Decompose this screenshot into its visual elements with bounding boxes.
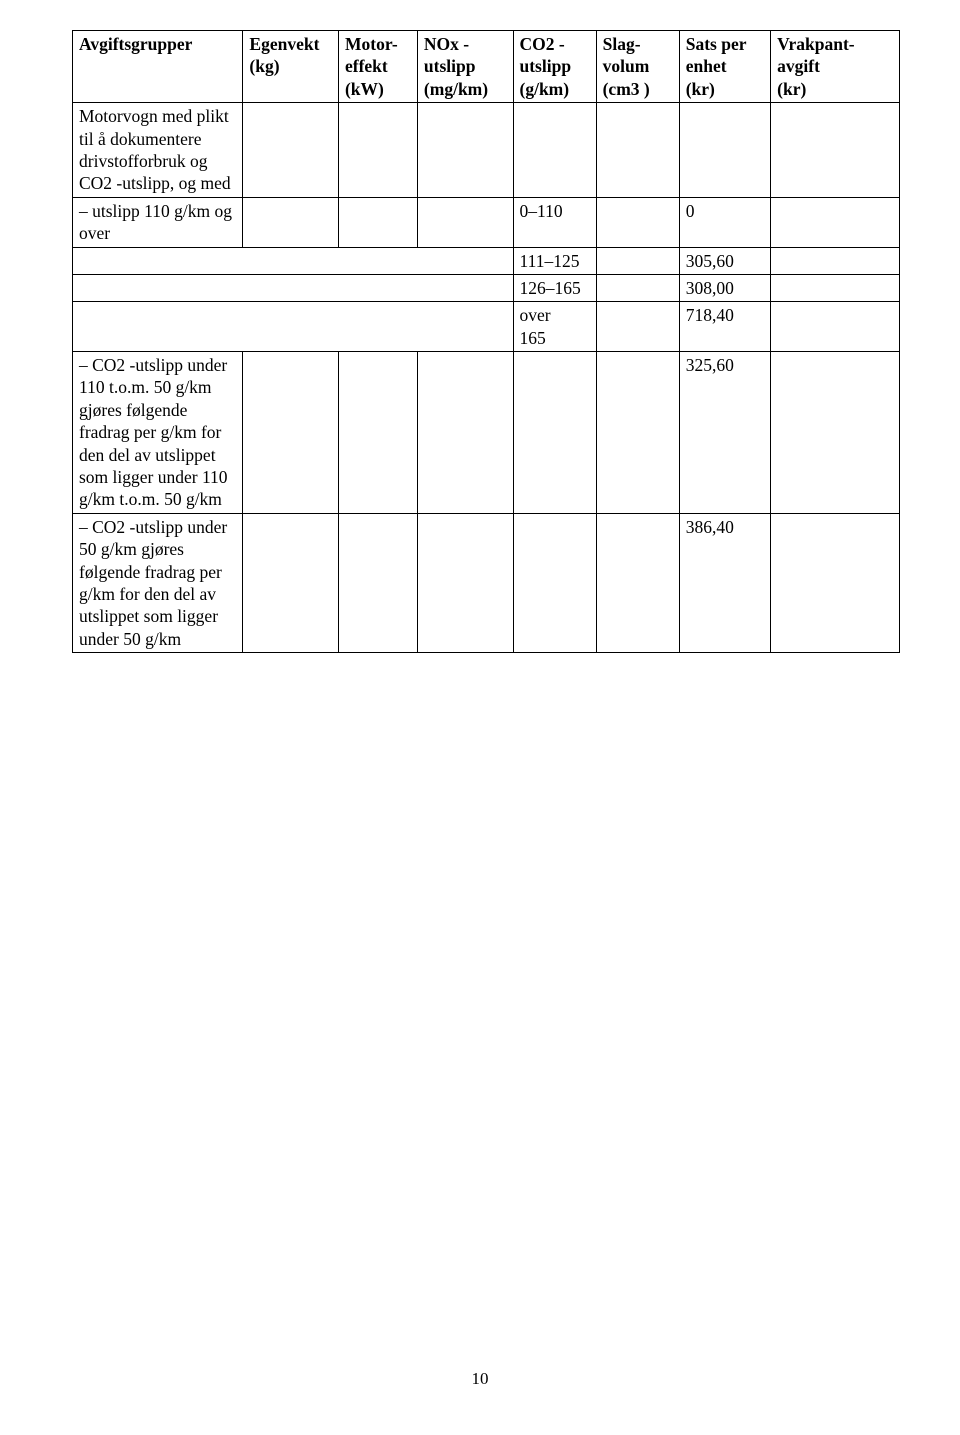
header-text: Sats per bbox=[686, 34, 747, 54]
header-text: effekt bbox=[345, 56, 388, 76]
header-text: (kr) bbox=[777, 79, 806, 99]
cell-empty bbox=[771, 197, 900, 247]
table-row: – CO2 -utslipp under 110 t.o.m. 50 g/km … bbox=[73, 352, 900, 514]
cell-empty bbox=[596, 197, 679, 247]
cell-description: – utslipp 110 g/km og over bbox=[73, 197, 243, 247]
tax-table: Avgiftsgrupper Egenvekt (kg) Motor- effe… bbox=[72, 30, 900, 653]
cell-rate: 305,60 bbox=[679, 247, 770, 274]
table-row: over 165 718,40 bbox=[73, 302, 900, 352]
cell-empty bbox=[338, 197, 417, 247]
header-text: (g/km) bbox=[520, 79, 570, 99]
cell-rate: 325,60 bbox=[679, 352, 770, 514]
cell-empty bbox=[243, 197, 339, 247]
cell-empty-span bbox=[73, 302, 514, 352]
col-header-avgiftsgrupper: Avgiftsgrupper bbox=[73, 31, 243, 103]
cell-text: 165 bbox=[520, 328, 546, 348]
table-header-row: Avgiftsgrupper Egenvekt (kg) Motor- effe… bbox=[73, 31, 900, 103]
cell-text: over bbox=[520, 305, 551, 325]
header-text: enhet bbox=[686, 56, 727, 76]
cell-empty bbox=[596, 352, 679, 514]
header-text: Slag- bbox=[603, 34, 641, 54]
col-header-co2: CO2 - utslipp (g/km) bbox=[513, 31, 596, 103]
cell-co2-range: 111–125 bbox=[513, 247, 596, 274]
cell-co2-range: over 165 bbox=[513, 302, 596, 352]
header-text: NOx - bbox=[424, 34, 469, 54]
col-header-vrakpant: Vrakpant- avgift (kr) bbox=[771, 31, 900, 103]
cell-empty bbox=[771, 352, 900, 514]
cell-empty bbox=[771, 274, 900, 301]
cell-empty bbox=[596, 103, 679, 198]
header-text: utslipp bbox=[424, 56, 476, 76]
col-header-slagvolum: Slag- volum (cm3 ) bbox=[596, 31, 679, 103]
header-text: volum bbox=[603, 56, 650, 76]
cell-empty bbox=[771, 247, 900, 274]
table-row: 126–165 308,00 bbox=[73, 274, 900, 301]
cell-empty bbox=[417, 352, 513, 514]
cell-empty bbox=[513, 513, 596, 652]
header-text: CO2 - bbox=[520, 34, 565, 54]
cell-empty bbox=[596, 247, 679, 274]
header-text: avgift bbox=[777, 56, 820, 76]
cell-empty bbox=[679, 103, 770, 198]
cell-empty bbox=[338, 513, 417, 652]
cell-empty bbox=[771, 513, 900, 652]
cell-empty bbox=[771, 302, 900, 352]
col-header-egenvekt: Egenvekt (kg) bbox=[243, 31, 339, 103]
col-header-nox: NOx - utslipp (mg/km) bbox=[417, 31, 513, 103]
cell-description: Motorvogn med plikt til å dokumentere dr… bbox=[73, 103, 243, 198]
cell-empty bbox=[417, 197, 513, 247]
cell-description: – CO2 -utslipp under 50 g/km gjøres følg… bbox=[73, 513, 243, 652]
header-text: (kW) bbox=[345, 79, 384, 99]
cell-empty bbox=[243, 352, 339, 514]
document-page: Avgiftsgrupper Egenvekt (kg) Motor- effe… bbox=[0, 0, 960, 1435]
cell-empty bbox=[596, 274, 679, 301]
cell-empty bbox=[417, 103, 513, 198]
cell-empty bbox=[771, 103, 900, 198]
table-row: Motorvogn med plikt til å dokumentere dr… bbox=[73, 103, 900, 198]
header-text: (kg) bbox=[249, 56, 279, 76]
col-header-sats: Sats per enhet (kr) bbox=[679, 31, 770, 103]
cell-rate: 718,40 bbox=[679, 302, 770, 352]
header-text: (mg/km) bbox=[424, 79, 488, 99]
cell-empty bbox=[513, 103, 596, 198]
cell-rate: 308,00 bbox=[679, 274, 770, 301]
header-text: utslipp bbox=[520, 56, 572, 76]
cell-empty bbox=[338, 103, 417, 198]
header-text: Egenvekt bbox=[249, 34, 319, 54]
cell-empty bbox=[243, 513, 339, 652]
cell-empty-span bbox=[73, 247, 514, 274]
table-row: 111–125 305,60 bbox=[73, 247, 900, 274]
table-row: – utslipp 110 g/km og over 0–110 0 bbox=[73, 197, 900, 247]
header-text: (cm3 ) bbox=[603, 79, 650, 99]
cell-empty bbox=[243, 103, 339, 198]
cell-empty bbox=[338, 352, 417, 514]
cell-description: – CO2 -utslipp under 110 t.o.m. 50 g/km … bbox=[73, 352, 243, 514]
cell-empty bbox=[417, 513, 513, 652]
col-header-motoreffekt: Motor- effekt (kW) bbox=[338, 31, 417, 103]
cell-rate: 0 bbox=[679, 197, 770, 247]
header-text: (kr) bbox=[686, 79, 715, 99]
header-text: Vrakpant- bbox=[777, 34, 854, 54]
cell-rate: 386,40 bbox=[679, 513, 770, 652]
header-text: Motor- bbox=[345, 34, 398, 54]
cell-empty bbox=[596, 513, 679, 652]
cell-co2-range: 126–165 bbox=[513, 274, 596, 301]
table-row: – CO2 -utslipp under 50 g/km gjøres følg… bbox=[73, 513, 900, 652]
page-number: 10 bbox=[0, 1369, 960, 1389]
cell-co2-range: 0–110 bbox=[513, 197, 596, 247]
cell-empty-span bbox=[73, 274, 514, 301]
cell-empty bbox=[513, 352, 596, 514]
cell-empty bbox=[596, 302, 679, 352]
